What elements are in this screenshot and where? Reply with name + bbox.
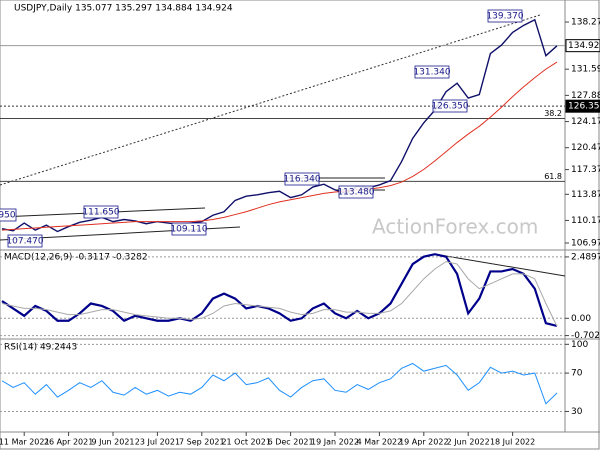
- y-tick-label: 127.880: [571, 91, 600, 101]
- macd-title: MACD(12,26,9) -0.3117 -0.3282: [4, 253, 148, 263]
- macd-trendline: [439, 254, 566, 277]
- series-line: [1, 362, 558, 405]
- y-tick-label: 110.170: [571, 216, 600, 226]
- annotation: 950: [0, 211, 16, 221]
- rsi-title: RSI(14) 49.2443: [4, 343, 77, 353]
- annotation: 113.480: [337, 188, 374, 198]
- annotation-box: [7, 234, 43, 248]
- y-tick-label: 0.00: [571, 314, 591, 324]
- x-tick-label: 26 Apr 2021: [44, 438, 93, 447]
- series-line: [1, 253, 558, 328]
- series-line: [1, 18, 558, 233]
- annotation-box: [171, 222, 207, 236]
- x-tick-label: 11 Mar 2021: [0, 438, 50, 447]
- price-label-box: [565, 99, 600, 113]
- annotation: 116.340: [283, 175, 320, 185]
- chart-title: USDJPY,Daily 135.077 135.297 134.884 134…: [14, 4, 233, 14]
- y-tick-label: 2.4897: [571, 252, 600, 262]
- y-tick-label: -0.7026: [571, 331, 600, 341]
- y-tick-label: 131.590: [571, 65, 600, 75]
- annotation-box: [284, 172, 320, 186]
- x-tick-label: 19 Apr 2022: [399, 438, 448, 447]
- x-tick-label: 23 Jul 2021: [135, 438, 180, 447]
- annotation-box: [0, 208, 17, 222]
- fib-label: 38.2: [544, 109, 562, 118]
- annotation-box: [414, 65, 450, 79]
- watermark: ActionForex.com: [372, 215, 538, 239]
- y-tick-label: 70: [571, 369, 583, 379]
- annotation: 131.340: [413, 68, 450, 78]
- y-tick-label: 120.470: [571, 143, 600, 153]
- y-tick-label: 106.970: [571, 239, 600, 249]
- y-tick-label: 100: [571, 340, 588, 350]
- x-tick-label: 7 Sep 2021: [179, 438, 225, 447]
- annotation: 126.350: [431, 102, 468, 112]
- x-tick-label: 21 Oct 2021: [221, 438, 270, 447]
- annotation: 109.110: [170, 225, 207, 235]
- annotation-box: [432, 99, 468, 113]
- fib-label: 61.8: [544, 172, 562, 181]
- annotation-box: [487, 9, 523, 23]
- y-tick-label: 117.370: [571, 165, 600, 175]
- x-tick-label: 19 Jan 2022: [311, 438, 359, 447]
- annotation: 107.470: [6, 237, 43, 247]
- price-label: 134.924: [568, 41, 600, 51]
- annotation-box: [338, 185, 374, 199]
- y-tick-label: 138.270: [571, 18, 600, 28]
- annotation-box: [83, 205, 119, 219]
- x-tick-label: 6 Dec 2021: [268, 438, 314, 447]
- x-tick-label: 18 Jul 2022: [490, 438, 535, 447]
- price-label-box: [565, 39, 600, 53]
- series-line: [1, 261, 558, 327]
- annotation: 139.370: [486, 12, 523, 22]
- x-tick-label: 2 Jun 2022: [447, 438, 490, 447]
- price-label: 126.350: [568, 102, 600, 112]
- x-tick-label: 9 Jun 2021: [91, 438, 134, 447]
- y-tick-label: 113.870: [571, 190, 600, 200]
- x-tick-label: 4 Mar 2022: [357, 438, 403, 447]
- y-tick-label: 124.170: [571, 117, 600, 127]
- annotation: 111.650: [82, 208, 119, 218]
- y-tick-label: 30: [571, 407, 583, 417]
- series-line: [1, 61, 558, 231]
